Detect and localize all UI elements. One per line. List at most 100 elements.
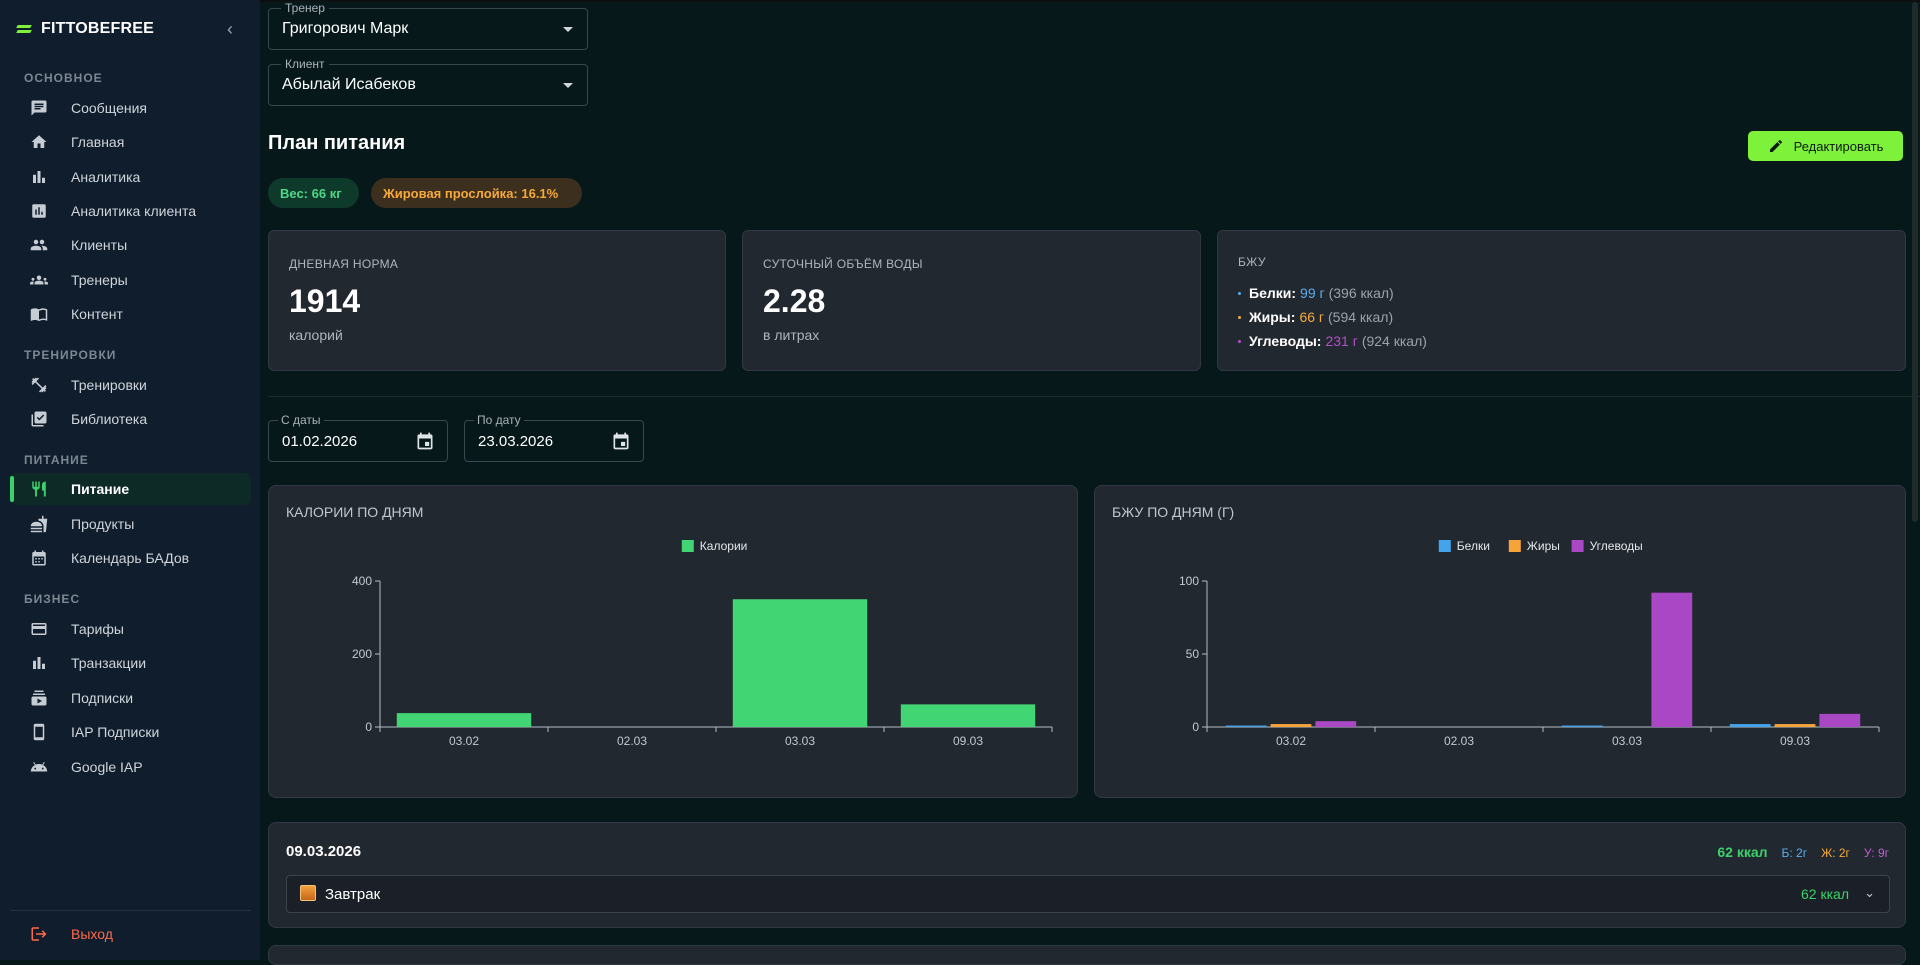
android-icon — [30, 758, 48, 776]
bar — [1651, 592, 1693, 727]
day-protein: Б: 2г — [1781, 846, 1808, 860]
date-to-label: По дату — [474, 413, 524, 427]
card-caption: БЖУ — [1238, 255, 1266, 269]
legend-swatch — [1508, 540, 1521, 552]
top-border — [0, 0, 1920, 2]
edit-button[interactable]: Редактировать — [1748, 131, 1903, 161]
sidebar-item-label: Тренировки — [71, 377, 147, 393]
sidebar-item-analytics[interactable]: Аналитика — [10, 161, 251, 193]
bju-grams: 231 г — [1325, 333, 1358, 349]
trainer-select[interactable]: Тренер Григорович Марк — [268, 1, 588, 50]
client-select[interactable]: Клиент Абылай Исабеков — [268, 57, 588, 106]
section-business: БИЗНЕС — [24, 592, 81, 606]
brand-name: FITTOBEFREE — [41, 20, 155, 37]
bar — [1819, 713, 1861, 727]
sidebar-item-products[interactable]: Продукты — [10, 508, 251, 540]
section-trainings: ТРЕНИРОВКИ — [24, 348, 117, 362]
sidebar-item-label: Тренеры — [71, 272, 128, 288]
chevron-down-icon[interactable]: ⌄ — [1864, 885, 1875, 900]
y-tick-label: 0 — [365, 720, 372, 734]
body-fat-badge: Жировая прослойка: 16.1% — [371, 178, 582, 208]
bullet-icon — [1238, 291, 1241, 295]
date-from-field[interactable]: С даты 01.02.2026 — [268, 413, 448, 462]
sidebar-item-label: Транзакции — [71, 655, 147, 671]
bar — [732, 599, 868, 727]
main-content: Тренер Григорович Марк Клиент Абылай Иса… — [260, 0, 1920, 965]
meal-row[interactable]: Завтрак 62 ккал ⌄ — [286, 875, 1890, 913]
sidebar-item-messages[interactable]: Сообщения — [10, 92, 251, 124]
bar — [1729, 724, 1771, 727]
water-value: 2.28 — [763, 283, 826, 319]
library-check-icon — [30, 410, 48, 428]
sidebar-item-label: Аналитика клиента — [71, 203, 197, 219]
legend-swatch — [681, 540, 694, 552]
trainer-select-value: Григорович Марк — [282, 20, 409, 37]
sidebar-item-trainings[interactable]: Тренировки — [10, 369, 251, 401]
section-divider — [268, 396, 1920, 397]
x-tick-label: 02.03 — [1444, 734, 1474, 748]
sidebar-item-subscriptions[interactable]: Подписки — [10, 682, 251, 714]
bju-fat: Жиры: 66 г (594 ккал) — [1238, 305, 1427, 329]
daily-calories-value: 1914 — [289, 283, 361, 319]
sidebar-item-transactions[interactable]: Транзакции — [10, 647, 251, 679]
x-tick-label: 02.03 — [617, 734, 647, 748]
page-title: План питания — [268, 132, 406, 154]
sidebar-item-clients[interactable]: Клиенты — [10, 229, 251, 261]
sidebar-item-client-analytics[interactable]: Аналитика клиента — [10, 195, 251, 227]
bju-carbs: Углеводы: 231 г (924 ккал) — [1238, 329, 1427, 353]
section-main: ОСНОВНОЕ — [24, 71, 103, 85]
day-card: 09.03.2026 62 ккал Б: 2г Ж: 2г У: 9г Зав… — [268, 822, 1906, 928]
sidebar-item-nutrition[interactable]: Питание — [10, 473, 251, 505]
pencil-icon — [1769, 139, 1782, 152]
sidebar-item-label: Подписки — [71, 690, 134, 706]
date-from-label: С даты — [278, 413, 324, 427]
client-select-label: Клиент — [281, 57, 329, 71]
sidebar-item-iap-subscriptions[interactable]: IAP Подписки — [10, 716, 251, 748]
bar — [396, 713, 532, 727]
bar — [1315, 721, 1357, 727]
bju-protein: Белки: 99 г (396 ккал) — [1238, 281, 1427, 305]
sidebar-item-supplements-calendar[interactable]: Календарь БАДов — [10, 542, 251, 574]
x-tick-label: 09.03 — [953, 734, 983, 748]
bju-chart: Белки Жиры Углеводы 0 50 100 03.02 02.03 03.03 09… — [1179, 539, 1880, 748]
chevron-down-icon — [563, 83, 573, 88]
calendar-icon[interactable] — [415, 431, 435, 451]
x-tick-label: 03.03 — [785, 734, 815, 748]
sidebar-item-content[interactable]: Контент — [10, 298, 251, 330]
date-to-value: 23.03.2026 — [478, 433, 554, 450]
edit-button-label: Редактировать — [1793, 138, 1884, 154]
chat-icon — [30, 99, 48, 117]
bar — [900, 704, 1036, 727]
sidebar-item-label: Календарь БАДов — [71, 550, 190, 566]
meal-name: Завтрак — [325, 886, 381, 903]
chart-title: КАЛОРИИ ПО ДНЯМ — [286, 504, 424, 520]
x-tick-label: 03.02 — [1276, 734, 1306, 748]
logout-icon — [30, 925, 48, 943]
bju-card: БЖУ Белки: 99 г (396 ккал) Жиры: 66 г (5… — [1217, 230, 1906, 371]
card-caption: ДНЕВНАЯ НОРМА — [289, 257, 399, 271]
calendar-icon[interactable] — [611, 431, 631, 451]
sidebar-item-trainers[interactable]: Тренеры — [10, 264, 251, 296]
y-tick-label: 100 — [1179, 574, 1199, 588]
collapse-sidebar-icon[interactable]: ‹ — [227, 19, 233, 39]
weight-badge: Вес: 66 кг — [268, 178, 359, 208]
restaurant-icon — [30, 480, 48, 498]
brand[interactable]: FITTOBEFREE — [16, 17, 155, 41]
scrollbar[interactable] — [1912, 2, 1918, 522]
bar — [1225, 725, 1267, 727]
sidebar-item-home[interactable]: Главная — [10, 126, 251, 158]
date-to-field[interactable]: По дату 23.03.2026 — [464, 413, 644, 462]
legend-label: Калории — [700, 539, 748, 553]
chevron-down-icon — [563, 27, 573, 32]
sidebar-item-label: Питание — [71, 481, 130, 497]
sidebar-item-label: Аналитика — [71, 169, 141, 185]
sidebar-item-library[interactable]: Библиотека — [10, 403, 251, 435]
chart-title: БЖУ ПО ДНЯМ (Г) — [1112, 504, 1235, 520]
client-select-value: Абылай Исабеков — [282, 76, 416, 93]
legend-label: Белки — [1457, 539, 1490, 553]
logout-button[interactable]: Выход — [10, 918, 251, 950]
sidebar-item-google-iap[interactable]: Google IAP — [10, 751, 251, 783]
dumbbell-icon — [30, 376, 48, 394]
sidebar-item-tariffs[interactable]: Тарифы — [10, 613, 251, 645]
bullet-icon — [1238, 339, 1241, 343]
